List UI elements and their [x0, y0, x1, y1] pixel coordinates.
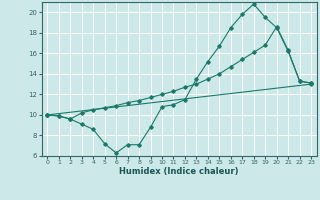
X-axis label: Humidex (Indice chaleur): Humidex (Indice chaleur) — [119, 167, 239, 176]
